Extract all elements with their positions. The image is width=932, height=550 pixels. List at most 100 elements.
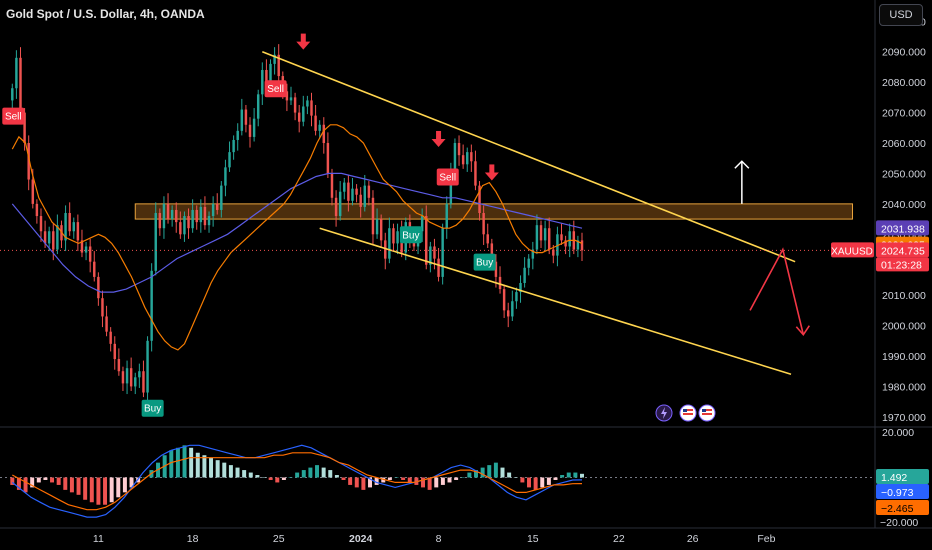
currency-button[interactable]: USD [879,4,923,26]
candle-body [302,106,305,122]
candle-body [420,216,424,232]
macd-histogram-bar [553,477,558,480]
candle-body [199,206,203,223]
macd-histogram-bar [69,477,74,493]
candle-body [39,216,43,232]
macd-histogram-bar [527,477,531,488]
candle-body [35,203,39,217]
macd-histogram-bar [507,472,512,478]
macd-histogram-bar [460,477,465,478]
macd-histogram-bar [361,477,366,490]
candle-body [261,69,264,95]
candle-body [384,240,387,259]
candle-body [293,97,297,113]
macd-histogram-bar [546,477,551,485]
macd-histogram-bar [182,445,187,478]
candle-body [498,276,502,290]
macd-histogram-bar [334,475,339,478]
candle-body [228,152,231,168]
candle-body [482,213,485,235]
candle-body [355,188,358,195]
macd-tag-macd-text: −0.973 [881,487,914,499]
price-tick-label: 2000.000 [882,321,926,333]
candle-body [146,340,149,393]
macd-histogram-bar [513,477,518,478]
price-tick-label: 1970.000 [882,412,926,424]
candle-body [23,112,26,144]
countdown-text: 01:23:28 [881,259,922,271]
macd-histogram-bar [63,477,68,490]
macd-histogram-bar [175,447,180,478]
macd-histogram-bar [374,477,379,485]
candle-body [490,243,494,262]
candle-body [211,203,215,217]
price-tick-label: 2050.000 [882,168,926,180]
time-tick-label: Feb [757,533,775,545]
candle-body [437,258,440,277]
candle-body [322,124,326,144]
macd-tag-macd: −0.973 [876,484,929,499]
candle-body [552,249,555,256]
price-tick-label: 2090.000 [882,47,926,59]
candle-body [531,249,535,259]
macd-histogram-bar [560,475,565,478]
candle-body [56,225,59,250]
signal-text: Sell [267,84,284,95]
candle-body [367,185,371,198]
macd-histogram-bar [248,472,253,478]
candle-body [523,267,526,283]
us-flag-icon [679,404,697,422]
price-tag-upper-text: 2031.938 [881,223,925,235]
macd-histogram-bar [580,473,584,478]
candle-body [289,97,293,101]
candle-body [310,100,313,116]
price-tag-upper: 2031.938 [876,220,929,236]
signal-text: Buy [476,258,493,269]
macd-histogram-bar [447,477,452,483]
macd-histogram-bar [440,477,445,485]
macd-tag-histogram: 1.492 [876,469,929,484]
candle-body [244,109,248,125]
candle-body [113,343,116,360]
candle-body [466,152,469,165]
macd-histogram-bar [328,470,333,478]
price-tick-label: 1990.000 [882,351,926,363]
macd-histogram-bar [16,477,21,490]
macd-histogram-bar [315,465,320,478]
macd-histogram-bar [89,477,94,503]
price-tick-label: 2040.000 [882,199,926,211]
candle-body [457,143,461,156]
candle-body [338,191,342,217]
macd-histogram-bar [480,467,485,478]
candle-body [179,222,182,235]
price-tick-label: 2010.000 [882,290,926,302]
macd-tag-histogram-text: 1.492 [881,472,907,484]
candle-body [371,197,375,235]
candle-body [248,124,252,137]
macd-histogram-bar [275,477,280,483]
macd-tick-label: −20.000 [880,517,918,529]
candle-body [166,203,170,220]
candle-body [215,203,219,210]
macd-histogram-bar [116,477,121,498]
price-tag-last: 2024.735 [876,242,929,258]
macd-histogram-bar [10,477,15,485]
candle-body [429,246,432,265]
candle-body [187,216,190,229]
candle-body [220,185,223,210]
candle-body [142,371,145,393]
macd-histogram-bar [23,477,28,493]
macd-histogram-bar [421,477,426,488]
candle-body [502,289,506,311]
macd-histogram-bar [36,477,41,483]
candle-body [19,57,22,113]
macd-histogram-bar [262,477,267,478]
buy-signal-label: Buy [141,399,164,417]
candle-body [93,261,96,277]
candle-body [224,167,227,186]
time-tick-label: 8 [436,533,442,545]
macd-histogram-bar [540,477,545,488]
macd-histogram-bar [295,472,300,478]
price-tick-label: 1980.000 [882,381,926,393]
